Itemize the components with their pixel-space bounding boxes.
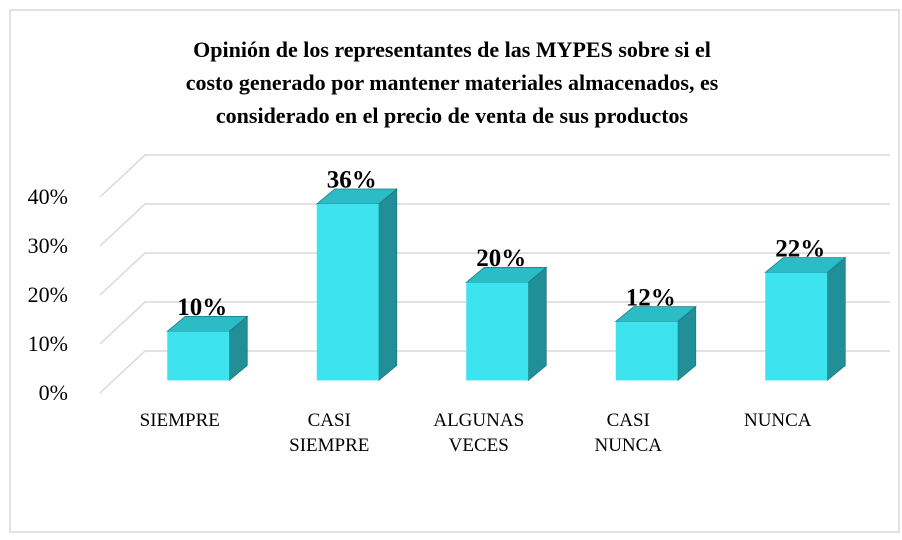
chart-frame (9, 9, 900, 533)
bar-front (765, 272, 828, 381)
grid-line (99, 301, 890, 345)
bar-front (316, 204, 379, 381)
y-tick-label: 10% (28, 331, 68, 356)
y-tick-label: 30% (28, 233, 68, 258)
x-tick-label: SIEMPRE (140, 410, 220, 431)
bar-front (615, 321, 678, 381)
bar (166, 315, 249, 382)
bar (315, 188, 398, 382)
y-tick-label: 0% (39, 380, 68, 405)
bar-front (466, 282, 529, 381)
bar (614, 305, 697, 382)
chart-title: Opinión de los representantes de las MYP… (193, 37, 711, 62)
bar-side (378, 188, 398, 382)
y-tick-label: 20% (28, 282, 68, 307)
bar (465, 266, 548, 382)
x-tick-label: ALGUNAS VECES (433, 410, 524, 456)
plot-area: 0% 10% 20% 30% 40% SIEMPRE 10% CASI SIEMPRE 36% AL… (28, 154, 890, 456)
data-label: 10% (177, 294, 227, 321)
x-tick-label: CASI NUNCA (594, 410, 662, 456)
bar-side (527, 266, 547, 382)
data-label: 22% (775, 235, 825, 262)
data-label: 20% (476, 245, 526, 272)
bar-side (826, 256, 846, 382)
x-tick-label: NUNCA (744, 410, 812, 431)
grid-line (99, 203, 890, 247)
bar (764, 256, 847, 382)
chart-title: considerado en el precio de venta de sus… (216, 103, 689, 128)
y-tick-label: 40% (28, 184, 68, 209)
data-label: 12% (626, 284, 676, 311)
bar-front (167, 331, 230, 381)
x-tick-label: CASI SIEMPRE (289, 410, 369, 456)
grid-line (99, 154, 890, 198)
chart-title: costo generado por mantener materiales a… (186, 70, 719, 95)
grid-line (99, 252, 890, 296)
data-label: 36% (327, 167, 377, 194)
